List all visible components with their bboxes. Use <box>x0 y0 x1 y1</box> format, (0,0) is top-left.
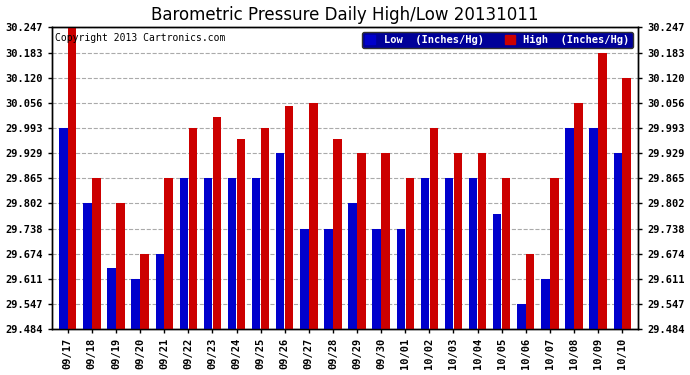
Bar <box>550 178 559 329</box>
Bar <box>155 254 164 329</box>
Bar <box>164 178 173 329</box>
Bar <box>309 103 317 329</box>
Bar <box>285 106 293 329</box>
Bar <box>300 229 308 329</box>
Bar <box>237 139 245 329</box>
Bar <box>622 78 631 329</box>
Bar <box>526 254 535 329</box>
Bar <box>348 203 357 329</box>
Bar <box>83 203 92 329</box>
Bar <box>541 279 550 329</box>
Bar <box>68 27 77 329</box>
Text: Copyright 2013 Cartronics.com: Copyright 2013 Cartronics.com <box>55 33 226 42</box>
Bar <box>140 254 149 329</box>
Bar <box>613 153 622 329</box>
Bar <box>252 178 260 329</box>
Bar <box>116 203 125 329</box>
Bar <box>397 229 405 329</box>
Bar <box>502 178 511 329</box>
Bar <box>382 153 390 329</box>
Bar <box>373 229 381 329</box>
Bar <box>445 178 453 329</box>
Bar <box>517 304 526 329</box>
Bar <box>406 178 414 329</box>
Bar <box>357 153 366 329</box>
Bar <box>131 279 140 329</box>
Bar <box>598 53 607 329</box>
Bar <box>213 117 221 329</box>
Bar <box>333 139 342 329</box>
Bar <box>59 128 68 329</box>
Bar <box>421 178 429 329</box>
Bar <box>430 128 438 329</box>
Bar <box>454 153 462 329</box>
Bar <box>188 128 197 329</box>
Bar <box>589 128 598 329</box>
Bar <box>574 103 583 329</box>
Bar <box>107 268 116 329</box>
Legend: Low  (Inches/Hg), High  (Inches/Hg): Low (Inches/Hg), High (Inches/Hg) <box>362 32 633 48</box>
Bar <box>92 178 101 329</box>
Bar <box>493 214 502 329</box>
Bar <box>204 178 212 329</box>
Bar <box>469 178 477 329</box>
Bar <box>179 178 188 329</box>
Bar <box>261 128 269 329</box>
Bar <box>478 153 486 329</box>
Bar <box>276 153 284 329</box>
Bar <box>228 178 236 329</box>
Title: Barometric Pressure Daily High/Low 20131011: Barometric Pressure Daily High/Low 20131… <box>151 6 539 24</box>
Bar <box>324 229 333 329</box>
Bar <box>565 128 574 329</box>
